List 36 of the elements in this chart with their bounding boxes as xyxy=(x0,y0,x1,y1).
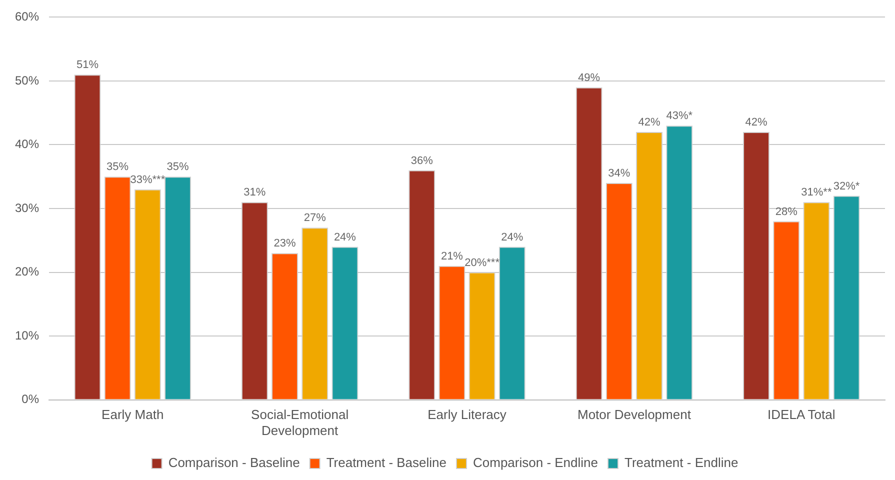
legend-label: Treatment - Endline xyxy=(624,455,738,470)
data-label: 42% xyxy=(745,116,768,129)
y-tick-label: 20% xyxy=(14,264,40,279)
data-label: 23% xyxy=(274,238,296,250)
data-label: 20%*** xyxy=(464,256,500,269)
data-label: 51% xyxy=(76,59,99,72)
data-label: 31% xyxy=(244,186,266,199)
data-label: 33%*** xyxy=(130,174,166,186)
legend-label: Treatment - Baseline xyxy=(326,455,447,470)
data-label: 35% xyxy=(106,161,129,174)
data-label: 32%* xyxy=(833,180,860,192)
data-label: 24% xyxy=(334,231,356,244)
legend-label: Comparison - Endline xyxy=(473,455,598,470)
legend-label: Comparison - Baseline xyxy=(168,455,300,470)
data-label: 36% xyxy=(410,154,434,167)
data-label: 28% xyxy=(775,206,798,218)
y-tick-label: 40% xyxy=(14,137,40,152)
data-label: 42% xyxy=(638,116,660,129)
y-tick-label: 0% xyxy=(22,392,40,406)
y-tick-label: 30% xyxy=(14,200,40,215)
x-tick-label: Early Literacy xyxy=(428,407,507,422)
x-tick-label: Social-Emotional Development xyxy=(251,407,349,438)
y-tick-label: 60% xyxy=(14,10,40,24)
data-label: 49% xyxy=(578,72,600,84)
x-tick-label: IDELA Total xyxy=(768,407,836,422)
data-label: 43%* xyxy=(666,110,694,122)
y-tick-label: 10% xyxy=(14,328,40,342)
x-tick-label: Motor Development xyxy=(577,407,692,422)
data-label: 34% xyxy=(608,168,630,180)
data-label: 24% xyxy=(501,231,524,244)
y-tick-label: 50% xyxy=(14,73,40,88)
data-label: 21% xyxy=(440,250,464,262)
x-tick-label: Early Math xyxy=(102,407,164,422)
data-label: 35% xyxy=(166,161,189,174)
data-label: 27% xyxy=(304,212,326,224)
data-label: 31%** xyxy=(801,186,832,199)
